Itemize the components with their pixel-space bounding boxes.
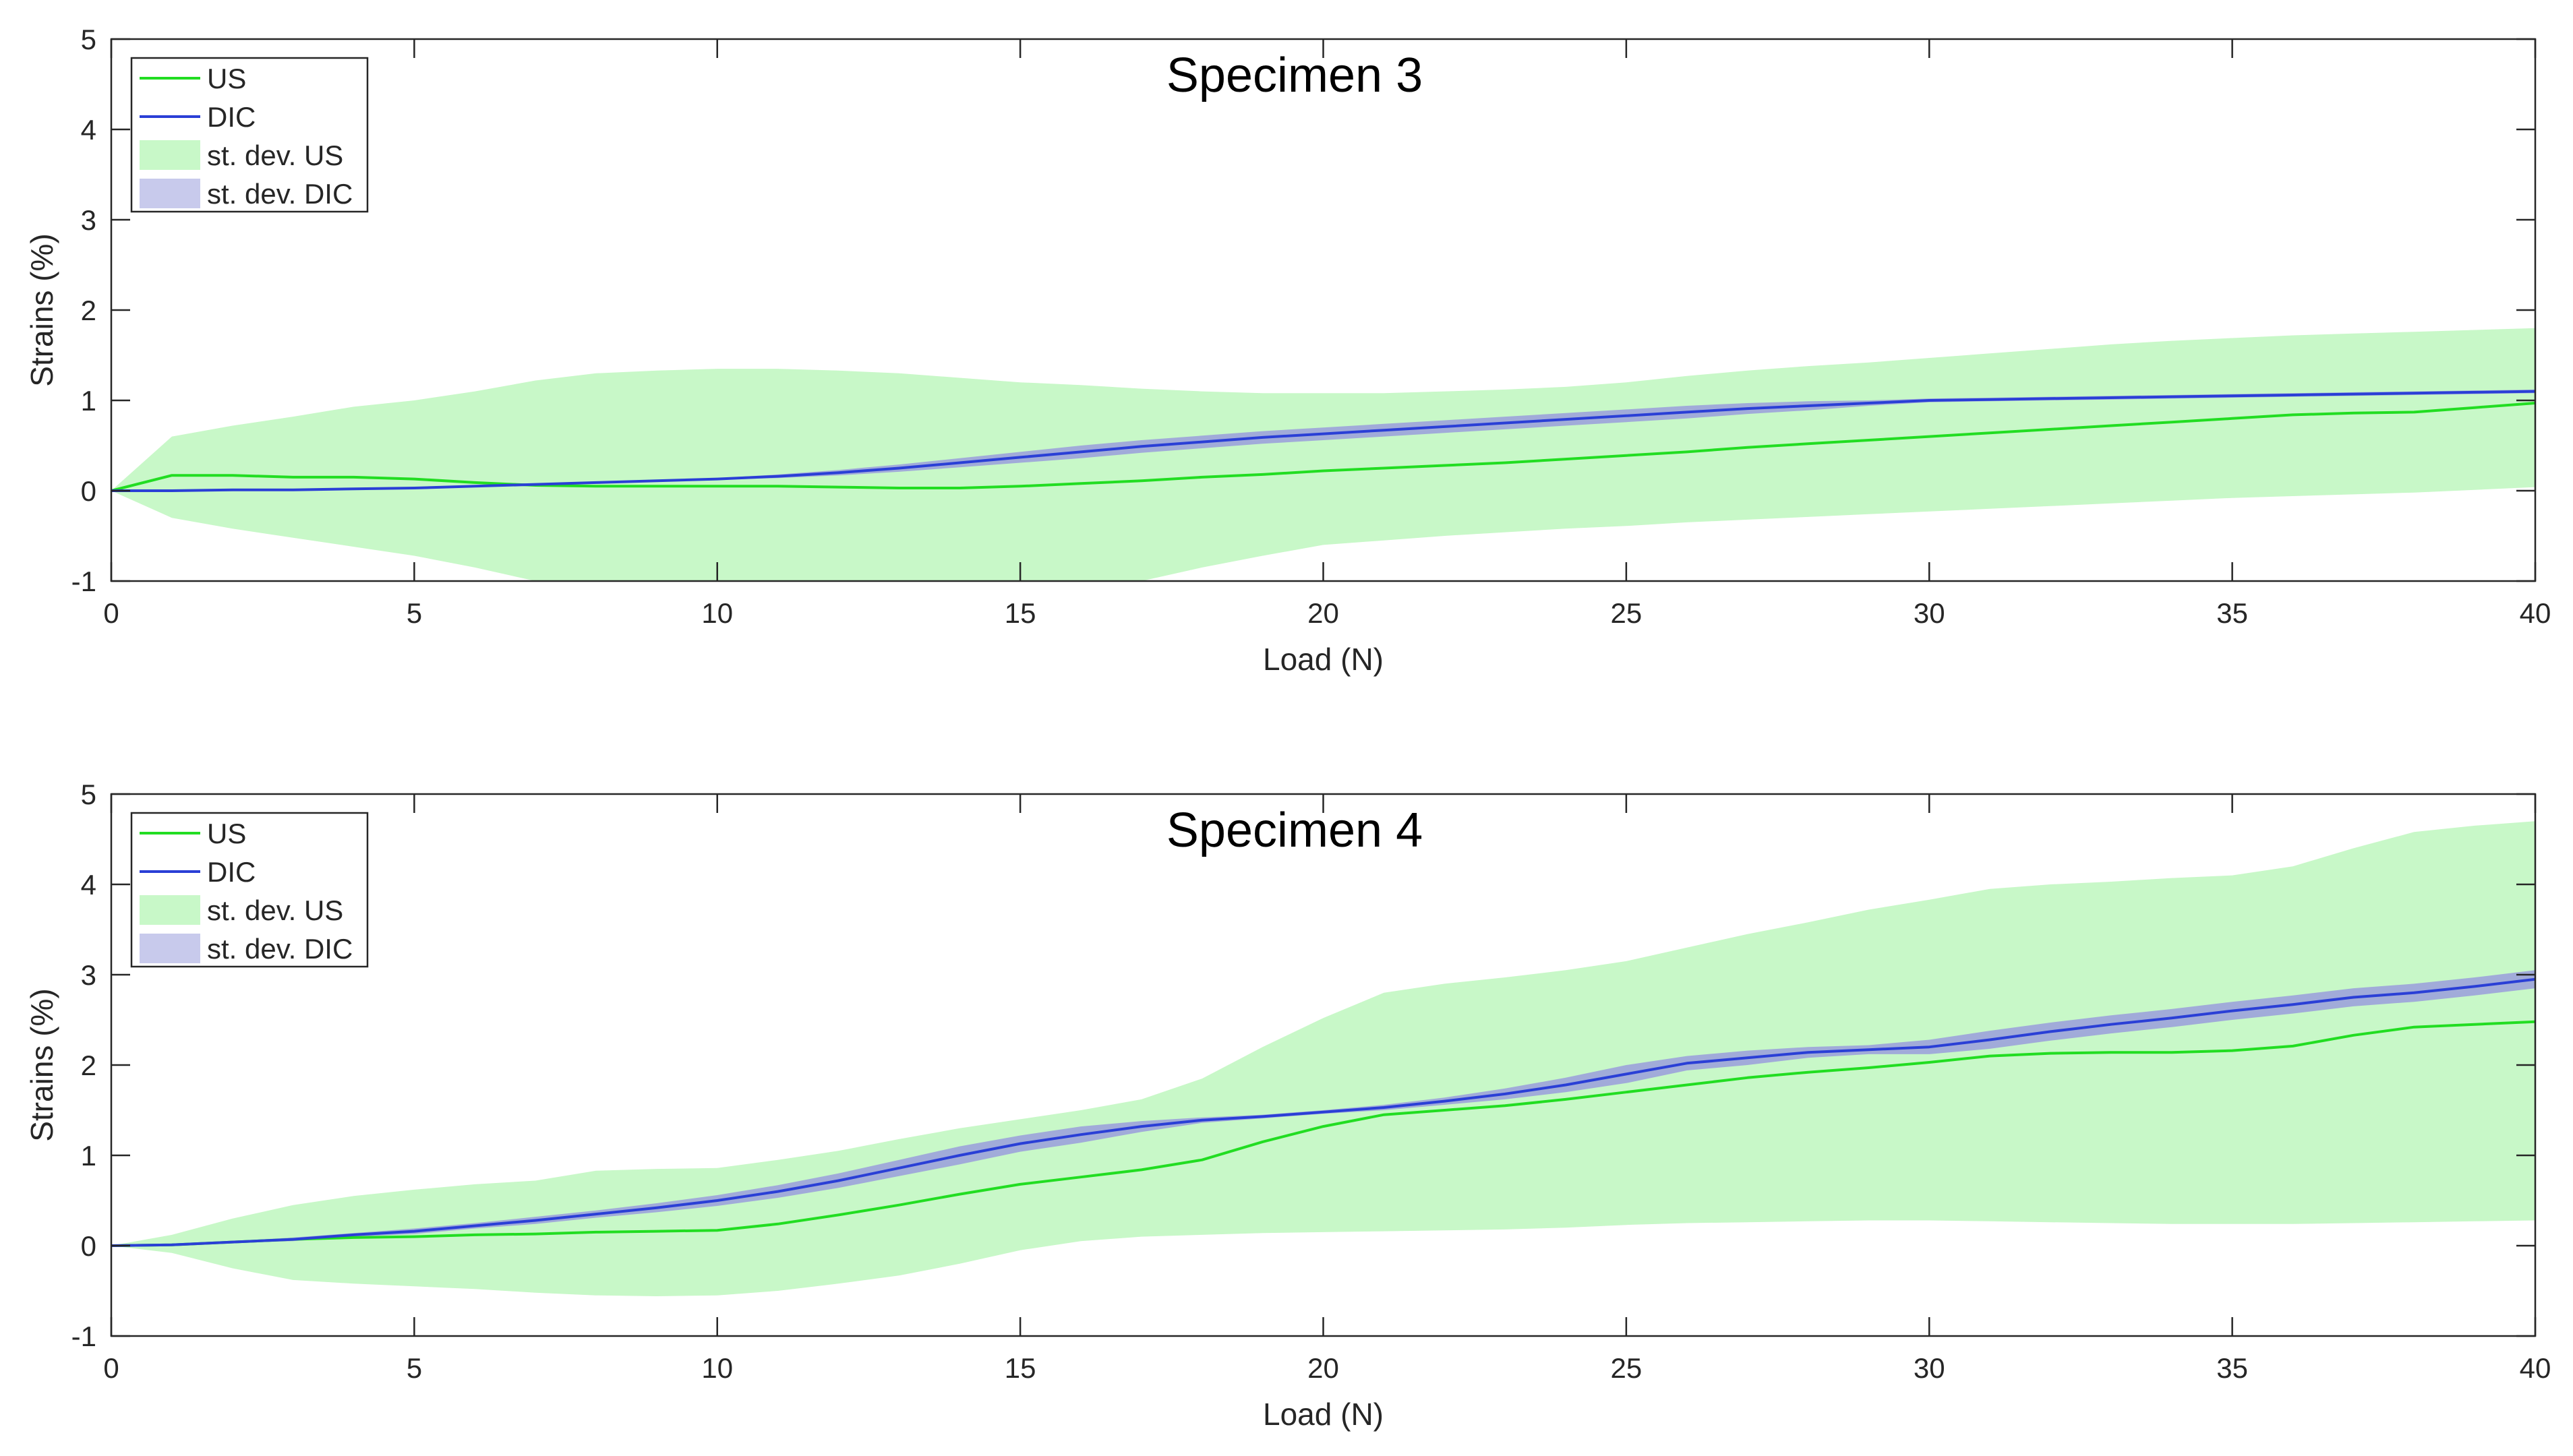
y-tick-label: 4 bbox=[81, 869, 96, 901]
legend-us-band-swatch bbox=[140, 140, 200, 170]
y-tick-label: 3 bbox=[81, 959, 96, 991]
x-tick-label: 30 bbox=[1914, 1352, 1945, 1384]
legend-dic-band-swatch bbox=[140, 934, 200, 963]
x-tick-label: 20 bbox=[1307, 1352, 1339, 1384]
dic-std-band bbox=[111, 970, 2535, 1246]
legend: US DIC st. dev. US st. dev. DIC bbox=[130, 57, 369, 213]
y-tick-label: 3 bbox=[81, 204, 96, 236]
plot-content bbox=[111, 328, 2535, 581]
us-std-band bbox=[111, 328, 2535, 581]
x-tick-label: 0 bbox=[103, 1352, 119, 1384]
y-tick-label: 0 bbox=[81, 1230, 96, 1262]
x-tick-label: 40 bbox=[2520, 597, 2551, 629]
y-tick-label: 2 bbox=[81, 295, 96, 326]
x-tick-label: 0 bbox=[103, 597, 119, 629]
x-tick-label: 5 bbox=[407, 1352, 422, 1384]
y-axis-label: Strains (%) bbox=[24, 988, 59, 1141]
dic-line bbox=[111, 390, 2535, 492]
us-line bbox=[111, 1020, 2535, 1247]
legend-label: st. dev. US bbox=[207, 140, 343, 171]
plot-content bbox=[111, 821, 2535, 1296]
x-tick-label: 25 bbox=[1611, 1352, 1643, 1384]
y-tick-label: -1 bbox=[71, 1321, 96, 1352]
legend-label: DIC bbox=[207, 101, 256, 133]
chart-title: Specimen 3 bbox=[1166, 49, 1423, 102]
x-tick-label: 35 bbox=[2216, 597, 2248, 629]
y-axis-label: Strains (%) bbox=[24, 233, 59, 386]
x-tick-label: 40 bbox=[2520, 1352, 2551, 1384]
legend-us-band-swatch bbox=[140, 895, 200, 925]
y-tick-label: 1 bbox=[81, 1140, 96, 1172]
y-tick-label: 0 bbox=[81, 475, 96, 507]
x-axis-label: Load (N) bbox=[1263, 1397, 1384, 1432]
x-tick-label: 20 bbox=[1307, 597, 1339, 629]
x-tick-label: 5 bbox=[407, 597, 422, 629]
y-tick-label: -1 bbox=[71, 566, 96, 597]
x-tick-label: 25 bbox=[1611, 597, 1643, 629]
x-axis-label: Load (N) bbox=[1263, 642, 1384, 677]
legend-dic-band-swatch bbox=[140, 179, 200, 208]
x-tick-label: 10 bbox=[701, 597, 733, 629]
x-tick-label: 35 bbox=[2216, 1352, 2248, 1384]
legend-label: st. dev. DIC bbox=[207, 178, 353, 210]
y-tick-label: 5 bbox=[81, 24, 96, 55]
legend-label: st. dev. DIC bbox=[207, 933, 353, 965]
x-tick-label: 15 bbox=[1005, 597, 1036, 629]
us-std-band bbox=[111, 821, 2535, 1296]
x-tick-label: 15 bbox=[1005, 1352, 1036, 1384]
legend: US DIC st. dev. US st. dev. DIC bbox=[130, 812, 369, 968]
dic-line bbox=[111, 977, 2535, 1247]
y-tick-label: 5 bbox=[81, 779, 96, 810]
y-tick-label: 4 bbox=[81, 114, 96, 146]
x-tick-label: 10 bbox=[701, 1352, 733, 1384]
legend-label: DIC bbox=[207, 856, 256, 888]
chart-title: Specimen 4 bbox=[1166, 803, 1423, 857]
y-tick-label: 2 bbox=[81, 1050, 96, 1081]
y-tick-label: 1 bbox=[81, 385, 96, 417]
x-tick-label: 30 bbox=[1914, 597, 1945, 629]
legend-label: US bbox=[207, 63, 246, 94]
legend-label: US bbox=[207, 818, 246, 849]
legend-label: st. dev. US bbox=[207, 894, 343, 926]
